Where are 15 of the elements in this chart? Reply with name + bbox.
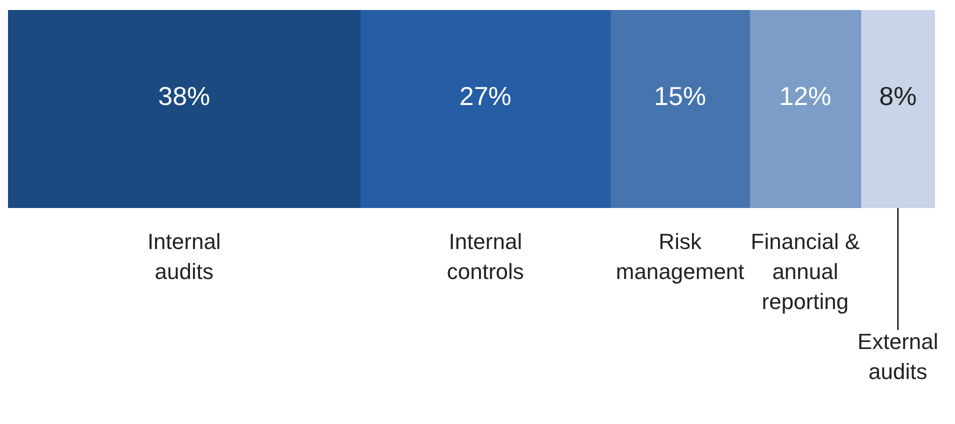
data-label: 15% [654, 81, 706, 112]
bar [610, 10, 750, 208]
data-label: 38% [158, 81, 210, 112]
series-label: Financial & annual reporting [750, 229, 860, 314]
data-label: 12% [779, 81, 832, 112]
series-label: Internal controls [446, 229, 524, 284]
bar [360, 10, 611, 208]
series-label: Internal audits [147, 229, 221, 284]
bar [860, 10, 935, 208]
text: External audits [858, 329, 938, 384]
bar [749, 10, 862, 208]
data-label: 8% [879, 81, 917, 112]
series-label: Risk management [616, 229, 744, 284]
data-label: 27% [459, 81, 512, 112]
bar [8, 10, 361, 208]
